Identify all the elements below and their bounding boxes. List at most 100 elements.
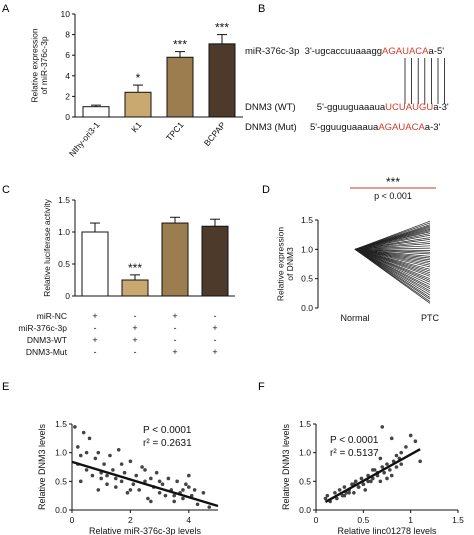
scatter-point [389, 473, 394, 478]
x-tick-label: 1 [408, 515, 413, 525]
scatter-point [160, 482, 165, 487]
seq-row-dnm3-wt: DNM3 (WT) 5'-gguuguaaauaUCUAUGUa-3' [245, 102, 449, 113]
seq-suffix: a-3' [433, 102, 449, 113]
scatter-point [102, 462, 106, 466]
stats-label: r² = 0.5137 [330, 448, 379, 459]
condition-sign: + [172, 311, 177, 321]
scatter-point [122, 470, 127, 475]
significance-marker: *** [173, 38, 187, 52]
significance-marker: * [136, 71, 141, 85]
scatter-point [187, 485, 191, 489]
scatter-point [166, 476, 171, 481]
y-axis-label-line: Relative luciferase activity [42, 198, 52, 297]
scatter-point [163, 493, 168, 498]
scatter-point [84, 468, 89, 472]
scatter-point [184, 482, 188, 487]
scatter-point [363, 488, 368, 492]
y-tick-label: 6 [65, 50, 70, 60]
scatter-point [378, 456, 383, 461]
scatter-point [143, 479, 147, 484]
regression-line [71, 460, 219, 508]
panel-letter-a: A [2, 3, 10, 15]
y-axis-label: Relative expression of DNM3 [275, 227, 295, 301]
condition-label: DNM3-Mut [26, 347, 68, 357]
y-axis-label: Relative DNM3 levels [281, 423, 291, 510]
scatter-point [128, 488, 133, 492]
scatter-point [347, 491, 351, 495]
chart-c-luciferase-bar: 0 0.5 1.0 1.5 Relative luciferase activity **… [18, 195, 235, 357]
condition-sign: - [214, 311, 217, 321]
scatter-point [207, 505, 212, 509]
x-tick-label: PTC [421, 313, 440, 323]
scatter-point [335, 496, 339, 501]
base-pairing-lines [404, 58, 446, 104]
y-tick-label: 8 [65, 30, 70, 40]
scatter-point [352, 491, 356, 495]
condition-sign: - [174, 335, 177, 345]
panel-letter-b: B [258, 3, 265, 15]
scatter-point [394, 465, 399, 469]
scatter-point [105, 473, 109, 478]
y-tick-label: 0.5 [58, 259, 70, 269]
seq-row-label: miR-376c-3p [245, 46, 300, 57]
x-tick-label: Normal [340, 313, 369, 323]
paired-line [354, 239, 431, 250]
scatter-point [128, 459, 133, 464]
scatter-point [96, 450, 101, 455]
scatter-point [96, 488, 101, 492]
significance-marker: *** [386, 175, 400, 189]
scatter-point [389, 436, 394, 441]
y-tick-label: 0 [65, 112, 70, 122]
scatter-point [119, 479, 124, 484]
scatter-point [114, 476, 118, 481]
scatter-point [87, 436, 92, 441]
condition-sign: - [174, 323, 177, 333]
y-tick-label: 1.5 [55, 419, 67, 429]
significance-marker: *** [128, 261, 142, 275]
y-axis-label-line: of DNM3 [285, 247, 295, 281]
bar [201, 225, 229, 297]
x-tick-label: 0 [314, 515, 319, 525]
scatter-point [78, 479, 83, 484]
x-tick-label: 0.5 [357, 515, 369, 525]
scatter-point [378, 479, 383, 484]
y-tick-label: 0.5 [301, 274, 313, 284]
seq-seed-highlight: AGAUACA [378, 122, 425, 133]
bar [82, 106, 110, 118]
scatter-point [111, 468, 115, 472]
scatter-point [149, 499, 153, 504]
seq-seed-highlight: UCUAUGU [385, 102, 434, 113]
y-axis-label-line: Relative expression [29, 28, 39, 102]
paired-line [354, 249, 431, 283]
scatter-point [99, 476, 103, 481]
condition-sign: + [172, 347, 177, 357]
panel-letter-d: D [262, 184, 270, 196]
condition-sign: + [92, 335, 97, 345]
bar [81, 231, 109, 297]
scatter-point [337, 488, 342, 492]
scatter-point [154, 470, 159, 475]
seq-row-label: DNM3 (WT) [245, 102, 296, 113]
y-tick-label: 1.5 [301, 215, 313, 225]
stats-label: P < 0.0001 [330, 435, 379, 446]
seq-suffix: a-5' [428, 46, 445, 57]
scatter-point [187, 473, 191, 478]
scatter-point [181, 488, 185, 492]
y-axis-label: Relative luciferase activity [42, 198, 52, 297]
paired-line [354, 248, 431, 255]
scatter-point [114, 485, 118, 489]
scatter-point [119, 462, 124, 466]
scatter-point [93, 456, 98, 461]
y-tick-label: 10 [61, 9, 71, 19]
y-tick-label: 1.5 [58, 195, 70, 205]
chart-d-paired-lines: 0.0 0.5 1.0 1.5 Relative expression of DNM3 No… [275, 175, 439, 323]
y-axis-label-line: Relative DNM3 levels [37, 423, 47, 510]
seq-prefix: 3'-ugcaccuuaaagg [304, 46, 383, 57]
paired-line [354, 243, 431, 250]
panel-letter-f: F [258, 381, 265, 393]
condition-sign: + [132, 335, 137, 345]
y-tick-label: 1.5 [299, 419, 311, 429]
condition-sign: - [94, 347, 97, 357]
